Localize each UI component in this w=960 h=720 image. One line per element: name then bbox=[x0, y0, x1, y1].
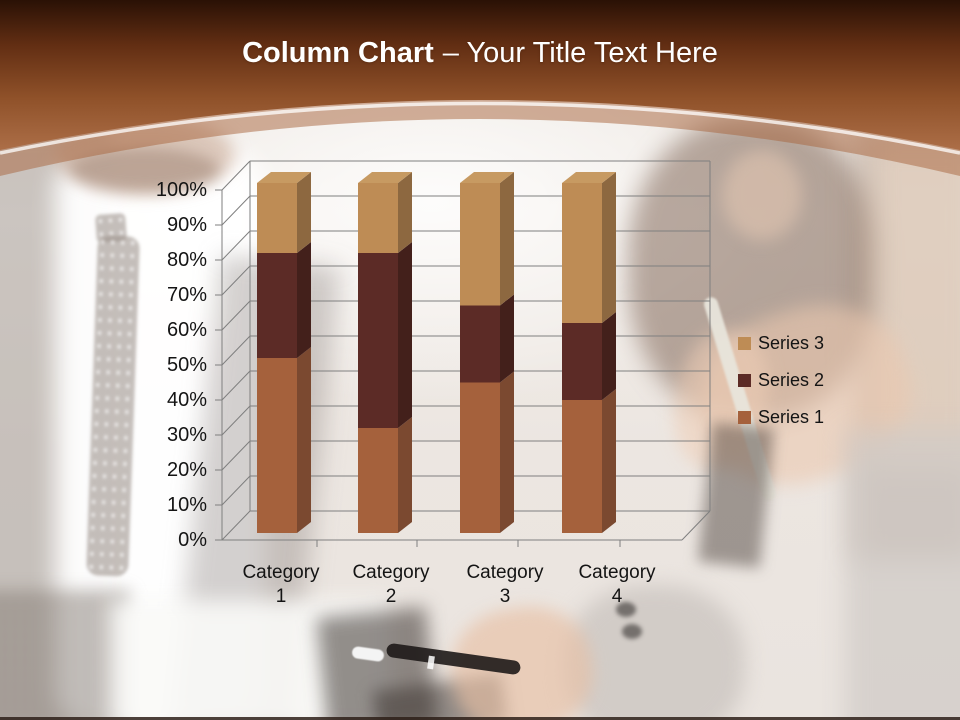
grid-diagonal bbox=[221, 335, 251, 366]
legend-swatch bbox=[738, 373, 751, 387]
y-axis-label: 60% bbox=[166, 319, 207, 341]
grid-diagonal bbox=[221, 510, 251, 541]
photo-blazer-button-1 bbox=[616, 602, 636, 617]
photo-blazer-button-2 bbox=[622, 624, 642, 639]
grid-diagonal bbox=[221, 440, 251, 471]
y-axis-label: 40% bbox=[166, 389, 207, 411]
bar-side-series-1 bbox=[398, 417, 412, 533]
bar-top-face bbox=[358, 172, 412, 183]
grid-diagonal bbox=[221, 405, 251, 436]
bar-top-face bbox=[257, 172, 311, 183]
bar-side-series-2 bbox=[297, 242, 311, 358]
category-label: Category 3 bbox=[466, 562, 544, 607]
category-label: Category 2 bbox=[352, 562, 430, 607]
photo-woman-blazer bbox=[565, 585, 745, 720]
category-label: Category 4 bbox=[578, 562, 656, 607]
bar-segment-series-1 bbox=[358, 428, 398, 533]
header-glow-line bbox=[0, 101, 960, 155]
bar-top-face bbox=[562, 172, 616, 183]
grid-diagonal bbox=[221, 195, 251, 226]
bar-segment-series-3 bbox=[257, 183, 297, 253]
bar-segment-series-2 bbox=[257, 253, 297, 358]
grid-diagonal bbox=[221, 160, 251, 191]
grid-diagonal bbox=[221, 300, 251, 331]
legend-swatch bbox=[738, 336, 751, 350]
bar-side-series-3 bbox=[297, 172, 311, 253]
y-axis-label: 20% bbox=[166, 459, 207, 481]
bar-side-series-3 bbox=[602, 172, 616, 323]
photo-woman-sleeve bbox=[845, 430, 960, 720]
grid-diagonal bbox=[221, 370, 251, 401]
legend-swatch bbox=[738, 410, 751, 424]
bar-side-series-2 bbox=[500, 294, 514, 383]
bar-side-series-3 bbox=[398, 172, 412, 253]
legend-label: Series 2 bbox=[758, 369, 825, 390]
y-axis-label: 100% bbox=[155, 179, 207, 201]
header-band bbox=[0, 0, 960, 176]
category-label: Category 1 bbox=[242, 562, 320, 607]
legend-item: Series 1 bbox=[738, 405, 824, 429]
y-axis-label: 80% bbox=[166, 249, 207, 271]
bar-segment-series-2 bbox=[460, 305, 500, 383]
legend-item: Series 2 bbox=[738, 368, 824, 392]
bar-segment-series-1 bbox=[562, 400, 602, 533]
bar-segment-series-3 bbox=[562, 183, 602, 323]
y-axis-label: 90% bbox=[166, 214, 207, 236]
y-axis-label: 0% bbox=[178, 529, 207, 551]
bar-side-series-2 bbox=[398, 242, 412, 428]
bar-segment-series-3 bbox=[460, 183, 500, 306]
bar-side-series-1 bbox=[297, 347, 311, 533]
grid-diagonal bbox=[221, 230, 251, 261]
y-axis-label: 50% bbox=[166, 354, 207, 376]
grid-diagonal bbox=[221, 475, 251, 506]
bar-side-series-3 bbox=[500, 172, 514, 306]
grid-diagonal bbox=[221, 265, 251, 296]
bar-segment-series-3 bbox=[358, 183, 398, 253]
bar-top-face bbox=[460, 172, 514, 183]
legend-item: Series 3 bbox=[738, 331, 824, 355]
legend-label: Series 1 bbox=[758, 406, 825, 427]
bar-side-series-2 bbox=[602, 312, 616, 400]
slide-title: Column Chart – Your Title Text Here bbox=[0, 36, 960, 70]
y-axis-label: 10% bbox=[166, 494, 207, 516]
header-solid bbox=[0, 0, 960, 150]
bar-side-series-1 bbox=[602, 389, 616, 533]
bar-segment-series-1 bbox=[460, 382, 500, 533]
bar-segment-series-2 bbox=[562, 323, 602, 400]
legend-label: Series 3 bbox=[758, 332, 825, 353]
floor-right-edge bbox=[681, 510, 711, 541]
y-axis-label: 70% bbox=[166, 284, 207, 306]
photo-jacket-bottom-left bbox=[0, 590, 130, 720]
title-rest-part: – Your Title Text Here bbox=[442, 37, 718, 69]
bottom-edge bbox=[0, 717, 960, 720]
y-axis-label: 30% bbox=[166, 424, 207, 446]
title-bold-part: Column Chart bbox=[242, 37, 434, 69]
bar-segment-series-2 bbox=[358, 253, 398, 428]
bar-segment-series-1 bbox=[257, 358, 297, 533]
bar-side-series-1 bbox=[500, 371, 514, 533]
photo-woman-face bbox=[722, 150, 802, 240]
